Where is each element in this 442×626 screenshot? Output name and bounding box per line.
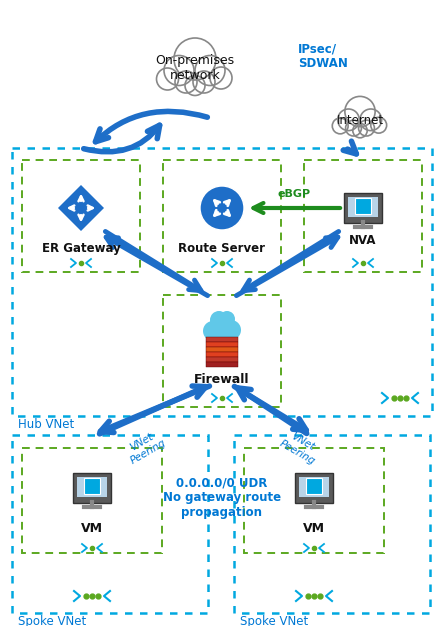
Circle shape: [175, 71, 197, 93]
Circle shape: [332, 118, 348, 134]
Circle shape: [353, 123, 367, 138]
Text: ER Gateway: ER Gateway: [42, 242, 120, 255]
FancyBboxPatch shape: [206, 347, 238, 352]
Circle shape: [185, 76, 205, 96]
Circle shape: [156, 68, 179, 90]
Text: IPsec/
SDWAN: IPsec/ SDWAN: [298, 42, 348, 70]
Circle shape: [203, 321, 223, 341]
Bar: [22, 160, 140, 272]
Circle shape: [210, 311, 228, 329]
Circle shape: [346, 120, 362, 136]
Circle shape: [358, 120, 374, 136]
Text: VM: VM: [303, 522, 325, 535]
FancyBboxPatch shape: [355, 198, 371, 214]
Circle shape: [164, 56, 194, 86]
Bar: [12, 435, 208, 613]
Text: eBGP: eBGP: [278, 189, 311, 199]
Circle shape: [174, 38, 216, 80]
Circle shape: [200, 186, 244, 230]
Text: Hub VNet: Hub VNet: [18, 418, 74, 431]
FancyBboxPatch shape: [73, 473, 111, 503]
FancyBboxPatch shape: [299, 477, 329, 497]
Text: Firewall: Firewall: [194, 373, 250, 386]
Text: VNet
Peering: VNet Peering: [122, 428, 168, 466]
FancyBboxPatch shape: [206, 357, 238, 362]
Text: NVA: NVA: [349, 234, 377, 247]
FancyBboxPatch shape: [206, 342, 238, 347]
FancyBboxPatch shape: [77, 477, 107, 497]
Bar: [163, 295, 281, 407]
Bar: [234, 435, 430, 613]
Circle shape: [195, 56, 225, 86]
FancyBboxPatch shape: [206, 337, 238, 342]
Circle shape: [360, 109, 381, 131]
Circle shape: [210, 67, 232, 89]
Circle shape: [219, 311, 235, 327]
FancyBboxPatch shape: [295, 473, 333, 503]
Circle shape: [345, 96, 375, 126]
Text: On-premises
network: On-premises network: [156, 54, 235, 82]
FancyBboxPatch shape: [206, 362, 238, 367]
Bar: [163, 160, 281, 272]
Text: Route Server: Route Server: [179, 242, 266, 255]
Circle shape: [371, 117, 387, 133]
Text: Spoke VNet: Spoke VNet: [240, 615, 308, 626]
FancyBboxPatch shape: [84, 478, 100, 494]
Bar: [244, 448, 384, 553]
FancyBboxPatch shape: [344, 193, 382, 223]
Text: VNet
Peering: VNet Peering: [278, 428, 323, 466]
Text: Internet: Internet: [336, 113, 384, 126]
Text: Spoke VNet: Spoke VNet: [18, 615, 86, 626]
FancyBboxPatch shape: [206, 352, 238, 357]
Circle shape: [209, 314, 235, 340]
Bar: [22, 448, 162, 553]
FancyBboxPatch shape: [306, 478, 322, 494]
Text: VM: VM: [81, 522, 103, 535]
Circle shape: [221, 320, 241, 340]
Bar: [12, 148, 432, 416]
Circle shape: [338, 109, 359, 131]
FancyBboxPatch shape: [348, 197, 378, 217]
Text: 0.0.0.0/0 UDR
No gateway route
propagation: 0.0.0.0/0 UDR No gateway route propagati…: [163, 476, 281, 519]
Bar: [304, 160, 422, 272]
Polygon shape: [57, 184, 105, 232]
Circle shape: [193, 71, 215, 93]
